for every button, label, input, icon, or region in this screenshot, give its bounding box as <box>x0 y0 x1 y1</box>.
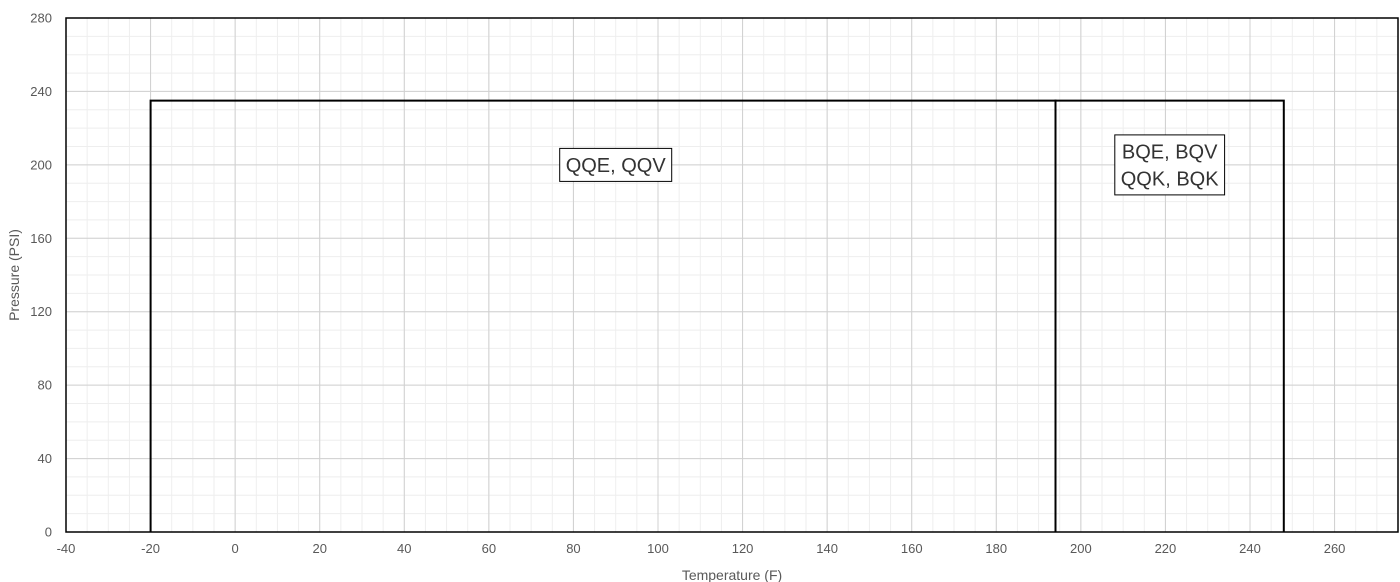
y-tick-label: 0 <box>45 525 52 540</box>
y-tick-label: 280 <box>30 11 52 26</box>
y-axis-title: Pressure (PSI) <box>6 229 22 321</box>
region-label-text: QQE, QQV <box>566 155 667 177</box>
y-tick-label: 120 <box>30 304 52 319</box>
y-tick-label: 200 <box>30 157 52 172</box>
y-axis-tick-labels: 0 40 80 120 160 200 240 280 <box>30 11 52 540</box>
x-tick-label: 20 <box>312 541 326 556</box>
y-tick-label: 160 <box>30 231 52 246</box>
x-tick-label: 40 <box>397 541 411 556</box>
region-labels: QQE, QQV BQE, BQV QQK, BQK <box>559 134 1226 196</box>
x-axis-title: Temperature (F) <box>682 567 782 582</box>
y-tick-label: 240 <box>30 84 52 99</box>
x-tick-label: 140 <box>816 541 838 556</box>
x-tick-label: -20 <box>141 541 160 556</box>
x-tick-label: 160 <box>901 541 923 556</box>
operating-regions <box>149 99 1285 532</box>
x-tick-label: 240 <box>1239 541 1261 556</box>
x-tick-label: 180 <box>985 541 1007 556</box>
x-tick-label: 200 <box>1070 541 1092 556</box>
y-tick-label: 80 <box>38 378 52 393</box>
x-axis-tick-labels: -40 -20 0 20 40 60 80 100 120 140 160 180 200 220 240 2… <box>57 541 1346 556</box>
x-tick-label: 220 <box>1155 541 1177 556</box>
region-label-text: BQE, BQV <box>1122 141 1218 163</box>
y-tick-label: 40 <box>38 451 52 466</box>
minor-gridlines <box>65 17 1399 533</box>
x-tick-label: -40 <box>57 541 76 556</box>
x-tick-label: 60 <box>482 541 496 556</box>
region-label: QQE, QQV <box>559 147 673 182</box>
region-label-text: QQK, BQK <box>1121 168 1219 190</box>
plot-area-frame <box>65 17 1399 533</box>
region-label: BQE, BQV QQK, BQK <box>1114 134 1226 196</box>
x-tick-label: 100 <box>647 541 669 556</box>
region-label-box <box>1114 134 1226 196</box>
region-label-box <box>559 147 673 182</box>
region-outline <box>1054 99 1285 532</box>
x-tick-label: 80 <box>566 541 580 556</box>
x-tick-label: 120 <box>732 541 754 556</box>
x-tick-label: 260 <box>1324 541 1346 556</box>
x-tick-label: 0 <box>232 541 239 556</box>
